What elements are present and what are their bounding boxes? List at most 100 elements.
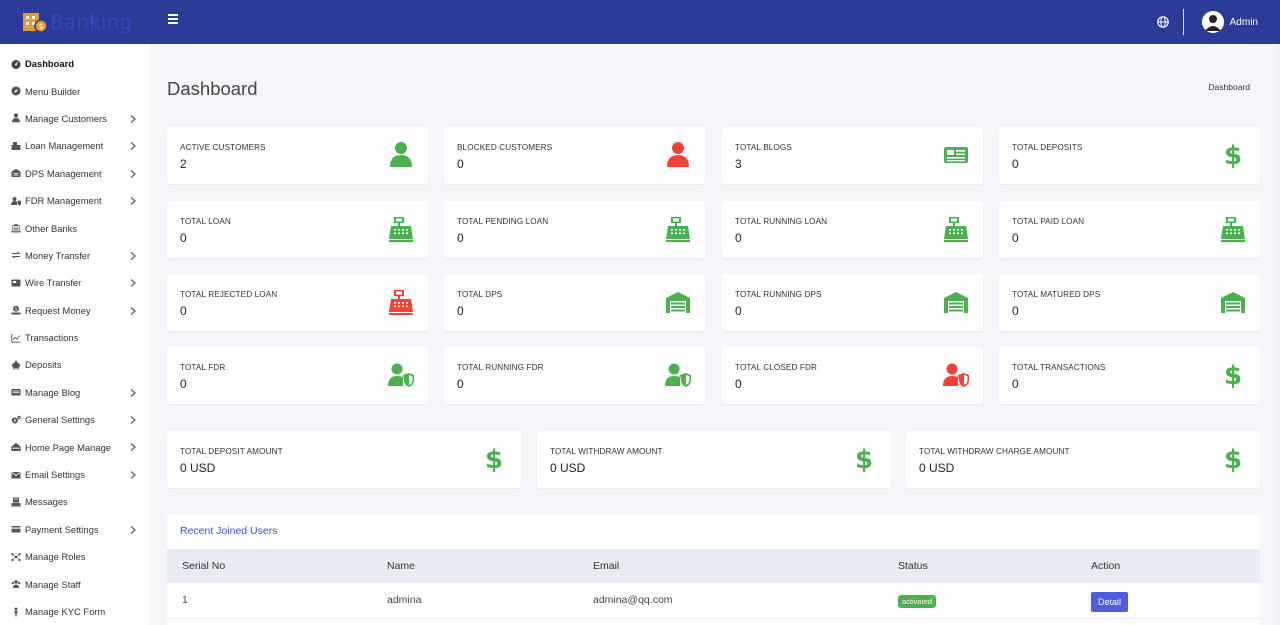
stat-card: TOTAL RUNNING FDR 0: [444, 347, 705, 404]
stat-card: TOTAL RUNNING DPS 0: [722, 274, 983, 331]
stat-card: TOTAL WITHDRAW CHARGE AMOUNT 0 USD $: [906, 431, 1260, 488]
stat-label: BLOCKED CUSTOMERS: [457, 143, 553, 152]
brand[interactable]: $ Banking: [0, 0, 150, 44]
stat-label: TOTAL PENDING LOAN: [457, 217, 549, 226]
detail-button[interactable]: Detail: [1091, 592, 1129, 612]
sidebar-item-manage-kyc-form[interactable]: Manage KYC Form: [0, 598, 150, 625]
wire-icon: [11, 278, 21, 288]
stat-value: 0 USD: [180, 461, 216, 475]
sidebar-item-label: Menu Builder: [25, 85, 81, 97]
stat-label: TOTAL PAID LOAN: [1012, 217, 1085, 226]
stat-value: 0 USD: [550, 461, 586, 475]
sidebar-item-request-money[interactable]: $ Request Money: [0, 297, 150, 324]
stat-card: TOTAL MATURED DPS 0: [999, 274, 1260, 331]
stat-value: 0: [457, 377, 464, 391]
sidebar-item-other-banks[interactable]: Other Banks: [0, 214, 150, 241]
sidebar-item-dps-management[interactable]: DPS Management: [0, 160, 150, 187]
chevron-right-icon: [129, 442, 137, 452]
recent-users-card: Recent Joined Users Serial No Name Email…: [167, 515, 1260, 625]
cash-register-icon: [665, 215, 691, 243]
svg-text:$: $: [1224, 361, 1242, 389]
globe-icon[interactable]: [1156, 16, 1169, 28]
user-name[interactable]: Admin: [1229, 16, 1258, 28]
warehouse-icon: [943, 288, 969, 316]
dollar-icon: $: [1220, 361, 1246, 391]
chevron-right-icon: [129, 196, 137, 206]
table-header: Serial No Name Email Status Action: [167, 549, 1260, 583]
stat-label: TOTAL RUNNING FDR: [457, 363, 544, 372]
sidebar-item-manage-staff[interactable]: Manage Staff: [0, 570, 150, 597]
newspaper-icon: [943, 141, 969, 169]
chart-line-icon: [11, 333, 21, 343]
menu-toggle-icon[interactable]: [168, 14, 180, 26]
svg-text:$: $: [15, 307, 18, 313]
sidebar-item-manage-roles[interactable]: Manage Roles: [0, 543, 150, 570]
sidebar-item-manage-customers[interactable]: Manage Customers: [0, 105, 150, 132]
sidebar-item-label: Manage Blog: [25, 386, 81, 398]
sidebar-item-label: General Settings: [25, 414, 95, 426]
user-icon: [665, 141, 691, 169]
page-scrollbar[interactable]: [1275, 44, 1280, 625]
chevron-right-icon: [129, 169, 137, 179]
stat-label: TOTAL RUNNING DPS: [735, 290, 822, 299]
sidebar-item-money-transfer[interactable]: Money Transfer: [0, 242, 150, 269]
sidebar-item-label: Money Transfer: [25, 249, 91, 261]
stat-card: TOTAL DEPOSITS 0 $: [999, 127, 1260, 184]
sidebar-item-messages[interactable]: Messages: [0, 488, 150, 515]
sidebar-item-fdr-management[interactable]: FDR Management: [0, 187, 150, 214]
stat-value: 0: [457, 157, 464, 171]
request-icon: $: [11, 305, 21, 315]
svg-text:$: $: [38, 22, 43, 31]
sidebar-item-payment-settings[interactable]: Payment Settings: [0, 516, 150, 543]
stat-value: 0: [1012, 304, 1019, 318]
column-header: Action: [1091, 560, 1121, 572]
avatar[interactable]: [1201, 11, 1224, 33]
sidebar-item-deposits[interactable]: Deposits: [0, 351, 150, 378]
sidebar-item-transactions[interactable]: Transactions: [0, 324, 150, 351]
chevron-right-icon: [129, 388, 137, 398]
column-header: Name: [387, 560, 416, 572]
sidebar-item-label: Manage Staff: [25, 578, 81, 590]
breadcrumb[interactable]: Dashboard: [1208, 82, 1250, 92]
stat-value: 0: [180, 377, 187, 391]
compass-icon: [11, 86, 21, 96]
stat-card: TOTAL PENDING LOAN 0: [444, 201, 705, 258]
stat-label: TOTAL TRANSACTIONS: [1012, 363, 1106, 372]
sidebar-item-wire-transfer[interactable]: Wire Transfer: [0, 269, 150, 296]
dollar-icon: $: [481, 445, 507, 475]
sidebar-item-general-settings[interactable]: General Settings: [0, 406, 150, 433]
dollar-icon: $: [1220, 445, 1246, 475]
fdr-icon: [11, 196, 21, 206]
sidebar-item-label: Home Page Manage: [25, 441, 111, 453]
stat-card: TOTAL WITHDRAW AMOUNT 0 USD $: [537, 431, 891, 488]
exchange-icon: [11, 250, 21, 260]
sidebar-item-dashboard[interactable]: Dashboard: [0, 50, 150, 77]
stat-label: TOTAL MATURED DPS: [1012, 290, 1101, 299]
sidebar-item-menu-builder[interactable]: Menu Builder: [0, 77, 150, 104]
svg-text:$: $: [855, 445, 873, 473]
loan-icon: [11, 141, 21, 151]
sidebar-item-home-page-manage[interactable]: Home Page Manage: [0, 433, 150, 460]
stat-value: 0: [457, 304, 464, 318]
chevron-right-icon: [129, 114, 137, 124]
sidebar-item-manage-blog[interactable]: Manage Blog: [0, 379, 150, 406]
stat-label: TOTAL DEPOSIT AMOUNT: [180, 447, 283, 456]
stat-value: 0: [1012, 157, 1019, 171]
email-cell: admina@qq.com: [593, 594, 673, 606]
stat-label: TOTAL LOAN: [180, 217, 231, 226]
sidebar-item-label: Request Money: [25, 304, 91, 316]
chevron-right-icon: [129, 141, 137, 151]
cash-register-icon: [943, 215, 969, 243]
stat-value: 0: [457, 231, 464, 245]
dollar-icon: $: [851, 445, 877, 475]
dps-icon: [11, 168, 21, 178]
sidebar-item-loan-management[interactable]: Loan Management: [0, 132, 150, 159]
stat-value: 0: [735, 304, 742, 318]
sidebar-item-label: Deposits: [25, 359, 62, 371]
sidebar-item-email-settings[interactable]: Email Settings: [0, 461, 150, 488]
cash-register-icon: [1220, 215, 1246, 243]
stat-value: 0: [1012, 377, 1019, 391]
stat-label: TOTAL DPS: [457, 290, 503, 299]
stat-card: TOTAL LOAN 0: [167, 201, 428, 258]
table-row: 1 admina admina@qq.com activated Detail: [167, 583, 1260, 619]
